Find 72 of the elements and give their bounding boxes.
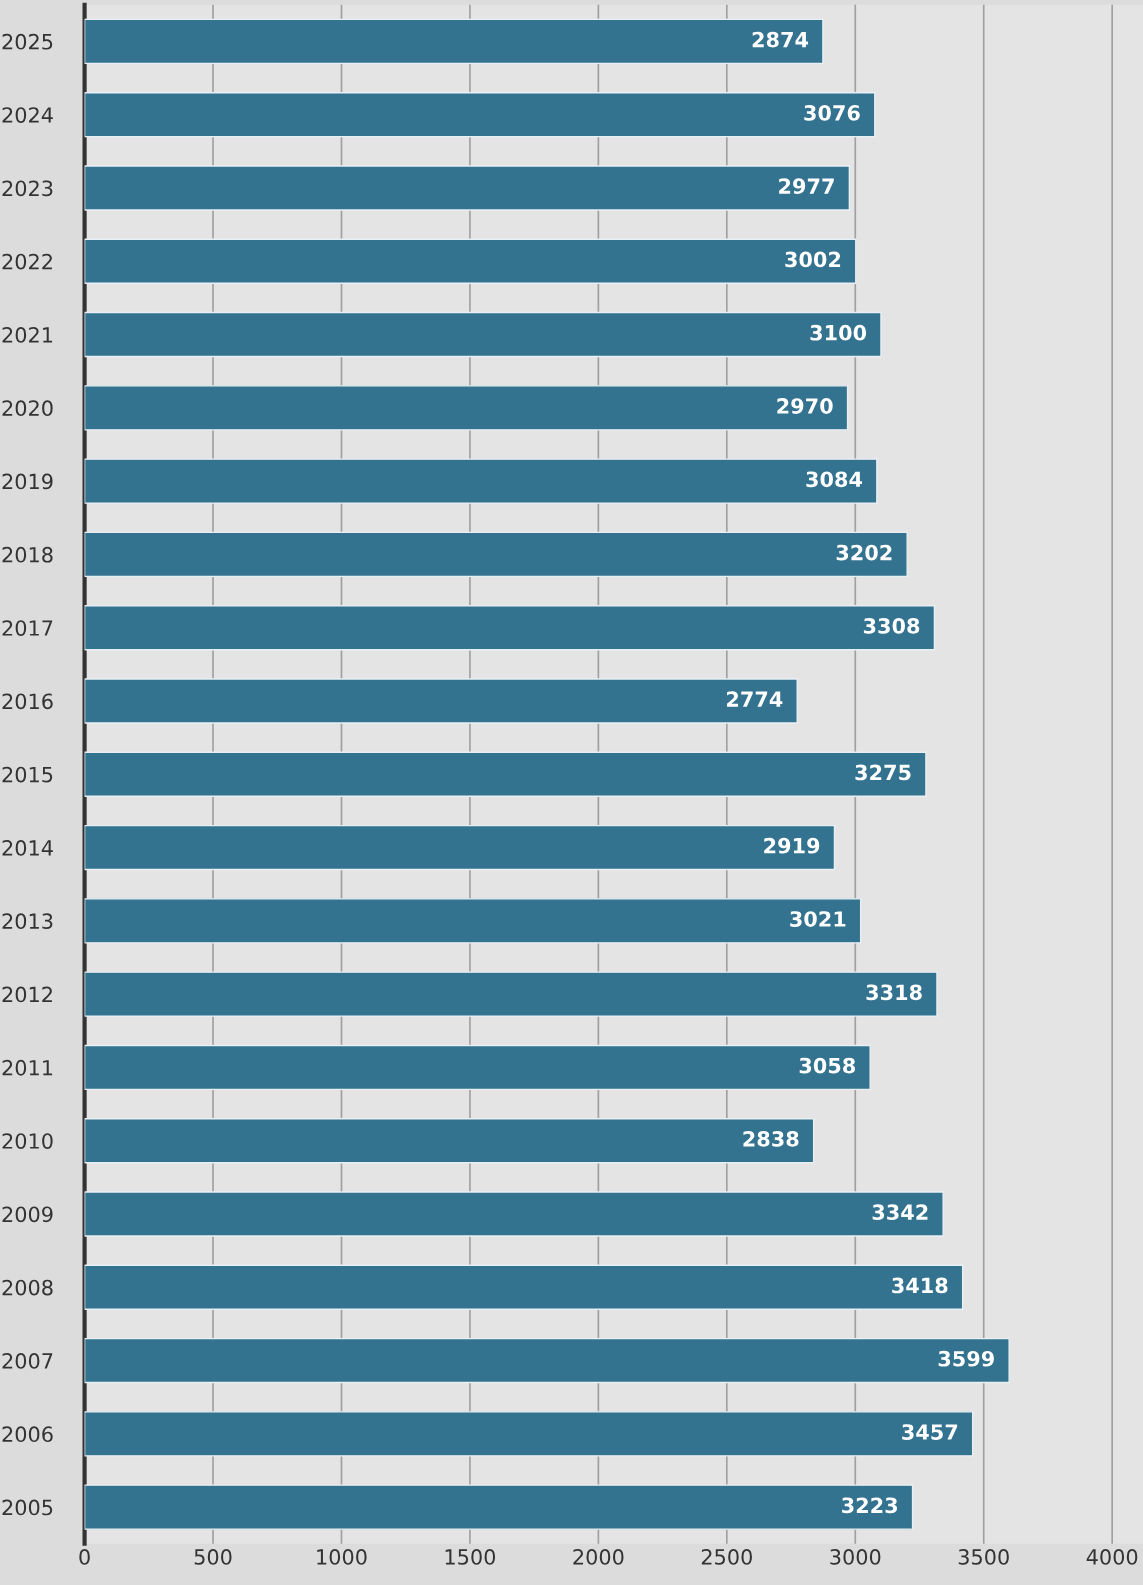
y-tick-label: 2012 [2,986,52,1003]
bar [84,385,849,431]
data-label: 3418 [892,1277,948,1294]
bar [84,971,938,1017]
data-label: 3318 [866,984,922,1001]
data-label: 3308 [863,617,920,634]
bar [84,751,927,797]
data-label: 3002 [785,251,841,268]
data-label: 3342 [872,1204,928,1221]
bar [84,824,836,871]
bar [84,1484,914,1530]
data-label: 3223 [842,1497,898,1514]
x-tick-label: 2000 [573,1549,624,1565]
bar [84,898,862,944]
y-tick-label: 2023 [2,180,53,197]
data-label: 3058 [799,1057,855,1074]
y-tick-label: 2009 [2,1206,53,1223]
y-tick-label: 2007 [2,1353,53,1369]
bar [84,92,876,138]
data-label: 2838 [743,1131,799,1147]
y-tick-label: 2022 [2,253,52,270]
y-tick-label: 2018 [2,546,53,563]
y-tick-label: 2020 [2,400,53,417]
data-label: 3084 [806,471,863,488]
data-label: 2919 [764,837,820,854]
y-tick-label: 2005 [2,1499,53,1516]
y-tick-label: 2024 [2,107,53,123]
y-tick-label: 2016 [2,693,53,710]
data-label: 3202 [836,544,892,561]
y-tick-label: 2010 [2,1133,53,1149]
bar [84,311,882,358]
x-tick-label: 1000 [317,1549,367,1565]
data-label: 2977 [779,178,834,195]
y-tick-label: 2006 [2,1426,53,1443]
bar [84,165,851,211]
y-tick-label: 2015 [2,766,53,783]
bar [84,458,878,504]
data-label: 3021 [790,911,846,927]
data-label: 3076 [804,104,860,121]
bar [84,1264,964,1310]
y-tick-label: 2021 [2,327,53,343]
bar [84,1337,1010,1384]
y-tick-label: 2014 [2,840,53,856]
y-tick-label: 2011 [2,1059,53,1076]
x-tick-label: 1500 [445,1549,496,1565]
x-tick-label: 3000 [830,1549,881,1565]
bar [84,1411,974,1457]
x-tick-label: 500 [194,1549,232,1565]
data-label: 2774 [726,691,783,707]
data-label: 2970 [777,398,833,414]
y-tick-label: 2008 [2,1279,53,1296]
y-tick-label: 2017 [2,620,53,636]
bar [84,1044,871,1091]
bar [84,1118,815,1164]
bar [84,238,857,284]
y-tick-label: 2013 [2,913,53,930]
data-label: 2874 [752,31,809,48]
data-label: 3457 [902,1424,958,1440]
x-tick-label: 3500 [958,1549,1009,1565]
bar [84,531,908,578]
data-label: 3599 [938,1350,994,1367]
x-tick-label: 2500 [701,1549,752,1565]
bar [84,1191,944,1237]
y-tick-label: 2025 [2,33,53,50]
data-label: 3100 [810,324,867,341]
bar [84,18,824,65]
y-tick-label: 2019 [2,473,53,490]
x-tick-label: 0 [79,1549,90,1565]
data-label: 3275 [855,764,911,781]
bar [84,605,936,651]
x-tick-label: 4000 [1086,1549,1138,1565]
bar [84,678,798,724]
